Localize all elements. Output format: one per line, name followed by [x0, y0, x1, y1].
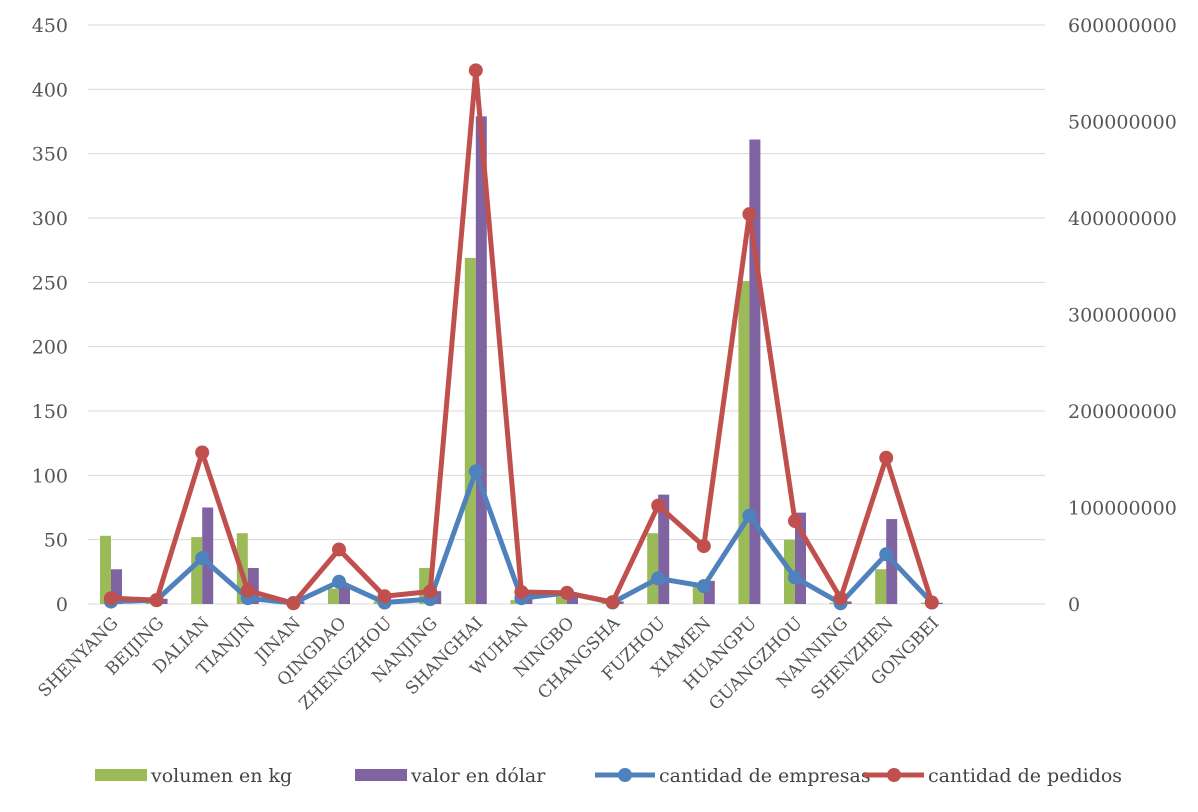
point-cantidad-de-pedidos [924, 595, 939, 610]
y-left-tick-label: 400 [32, 79, 68, 101]
bar-valor-en-dólar [567, 592, 578, 604]
y-axis-right-ticks: 0 100000000 200000000 300000000 400000000 500… [1068, 15, 1177, 616]
legend-item: cantidad de pedidos [864, 765, 1122, 787]
point-cantidad-de-pedidos [651, 498, 666, 513]
point-cantidad-de-empresas [651, 571, 666, 586]
point-cantidad-de-empresas [332, 574, 346, 589]
line-cantidad-de-pedidos [110, 67, 935, 606]
point-cantidad-de-empresas [195, 551, 210, 566]
y-left-tick-label: 350 [32, 144, 68, 166]
bar-volumen-en-kg [556, 596, 567, 604]
bar-valor-en-dólar [339, 584, 350, 604]
bar-volumen-en-kg [328, 588, 339, 604]
point-cantidad-de-pedidos [560, 585, 574, 600]
legend-marker [618, 768, 632, 782]
point-cantidad-de-pedidos [833, 591, 848, 606]
y-right-tick-label: 0 [1068, 594, 1080, 616]
bar-volumen-en-kg [100, 535, 111, 604]
y-left-tick-label: 100 [32, 465, 68, 487]
point-cantidad-de-pedidos [423, 584, 438, 599]
point-cantidad-de-empresas [468, 464, 483, 479]
point-cantidad-de-pedidos [605, 595, 620, 610]
bar-valor-en-dólar [111, 569, 122, 604]
point-cantidad-de-pedidos [149, 593, 164, 608]
point-cantidad-de-pedidos [104, 591, 118, 606]
bar-volumen-en-kg [464, 257, 476, 604]
point-cantidad-de-pedidos [240, 583, 255, 598]
legend-label: cantidad de pedidos [928, 765, 1122, 787]
point-cantidad-de-empresas [788, 570, 802, 585]
bar-volumen-en-kg [191, 537, 203, 604]
bar-valor-en-dólar [795, 512, 806, 604]
point-cantidad-de-pedidos [696, 539, 711, 554]
bar-valor-en-dólar [247, 567, 259, 604]
point-cantidad-de-pedidos [879, 450, 894, 465]
legend-item: cantidad de empresas [595, 765, 871, 787]
point-cantidad-de-pedidos [514, 584, 529, 599]
bar-valor-en-dólar [749, 139, 761, 604]
point-cantidad-de-pedidos [332, 542, 346, 557]
point-cantidad-de-pedidos [286, 596, 301, 611]
grid-lines [88, 24, 1045, 605]
bar-volumen-en-kg [419, 567, 431, 604]
y-left-tick-label: 250 [32, 272, 68, 294]
y-left-tick-label: 150 [32, 401, 68, 423]
y-right-tick-label: 500000000 [1068, 112, 1177, 134]
bar-valor-en-dólar [703, 580, 715, 604]
bar-valor-en-dólar [658, 494, 670, 604]
legend-label: cantidad de empresas [659, 765, 871, 787]
legend-label: volumen en kg [150, 765, 292, 787]
bar-valor-en-dólar [475, 116, 487, 604]
y-right-tick-label: 400000000 [1068, 208, 1177, 230]
point-cantidad-de-empresas [742, 508, 757, 523]
y-right-tick-label: 100000000 [1068, 498, 1177, 520]
y-left-tick-label: 0 [56, 594, 68, 616]
y-left-tick-label: 50 [44, 530, 68, 552]
point-cantidad-de-empresas [879, 547, 894, 562]
bar-volumen-en-kg [647, 533, 659, 604]
y-left-tick-label: 450 [32, 15, 68, 37]
legend-label: valor en dólar [410, 765, 546, 787]
bar-volumen-en-kg [738, 281, 750, 604]
point-cantidad-de-pedidos [742, 207, 757, 222]
legend-swatch [95, 769, 147, 781]
legend-item: valor en dólar [355, 765, 546, 787]
y-left-tick-label: 300 [32, 208, 68, 230]
x-axis-category-labels: SHENYANGBEIJINGDALIANTIANJINJINANQINGDAO… [35, 613, 944, 715]
legend-marker [887, 768, 901, 782]
bar-volumen-en-kg [875, 569, 887, 604]
y-left-tick-label: 200 [32, 337, 68, 359]
point-cantidad-de-pedidos [788, 514, 802, 529]
y-right-tick-label: 300000000 [1068, 305, 1177, 327]
legend: volumen en kg valor en dólar cantidad de e… [95, 765, 1122, 787]
legend-swatch [355, 769, 407, 781]
point-cantidad-de-empresas [696, 579, 711, 594]
legend-item: volumen en kg [95, 765, 292, 787]
point-cantidad-de-pedidos [195, 445, 210, 460]
point-cantidad-de-pedidos [377, 589, 392, 604]
bar-volumen-en-kg [692, 584, 704, 604]
point-cantidad-de-pedidos [468, 63, 483, 78]
y-right-tick-label: 200000000 [1068, 401, 1177, 423]
y-axis-left-ticks: 0 50 100 150 200 250 300 350 400 450 [32, 15, 68, 616]
line-series [104, 63, 939, 611]
y-right-tick-label: 600000000 [1068, 15, 1177, 37]
